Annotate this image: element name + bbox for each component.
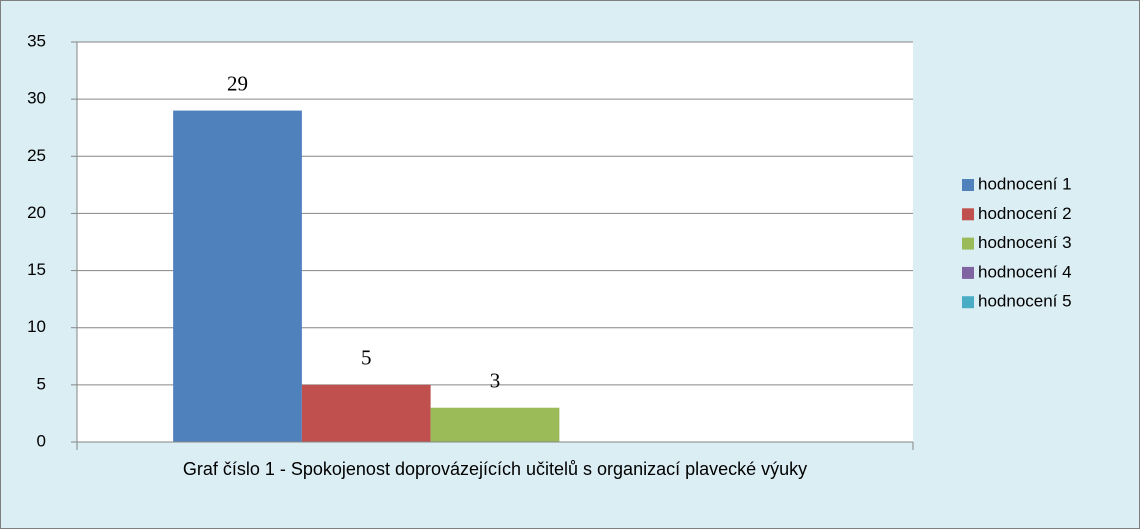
legend-label: hodnocení 3 bbox=[978, 233, 1072, 252]
data-label: 29 bbox=[227, 71, 248, 95]
legend-swatch bbox=[962, 179, 974, 191]
legend-swatch bbox=[962, 208, 974, 221]
x-category-label: Graf číslo 1 - Spokojenost doprovázející… bbox=[182, 459, 808, 479]
y-tick-label: 5 bbox=[37, 374, 46, 393]
legend-label: hodnocení 1 bbox=[978, 174, 1072, 193]
y-tick-label: 35 bbox=[27, 31, 46, 50]
legend-swatch bbox=[962, 237, 974, 250]
bar bbox=[430, 407, 560, 442]
y-tick-label: 10 bbox=[27, 317, 46, 336]
legend-label: hodnocení 5 bbox=[978, 292, 1072, 311]
y-tick-label: 0 bbox=[37, 431, 46, 450]
y-tick-label: 20 bbox=[27, 203, 46, 222]
y-tick-label: 15 bbox=[27, 260, 46, 279]
bar bbox=[301, 384, 431, 442]
legend-swatch bbox=[962, 266, 974, 279]
y-tick-label: 25 bbox=[27, 146, 46, 165]
legend-swatch bbox=[962, 296, 974, 309]
data-label: 5 bbox=[361, 346, 372, 370]
data-label: 3 bbox=[490, 369, 501, 393]
legend-label: hodnocení 4 bbox=[978, 262, 1072, 281]
y-tick-label: 30 bbox=[27, 89, 46, 108]
legend-label: hodnocení 2 bbox=[978, 204, 1072, 223]
bar bbox=[173, 110, 302, 443]
